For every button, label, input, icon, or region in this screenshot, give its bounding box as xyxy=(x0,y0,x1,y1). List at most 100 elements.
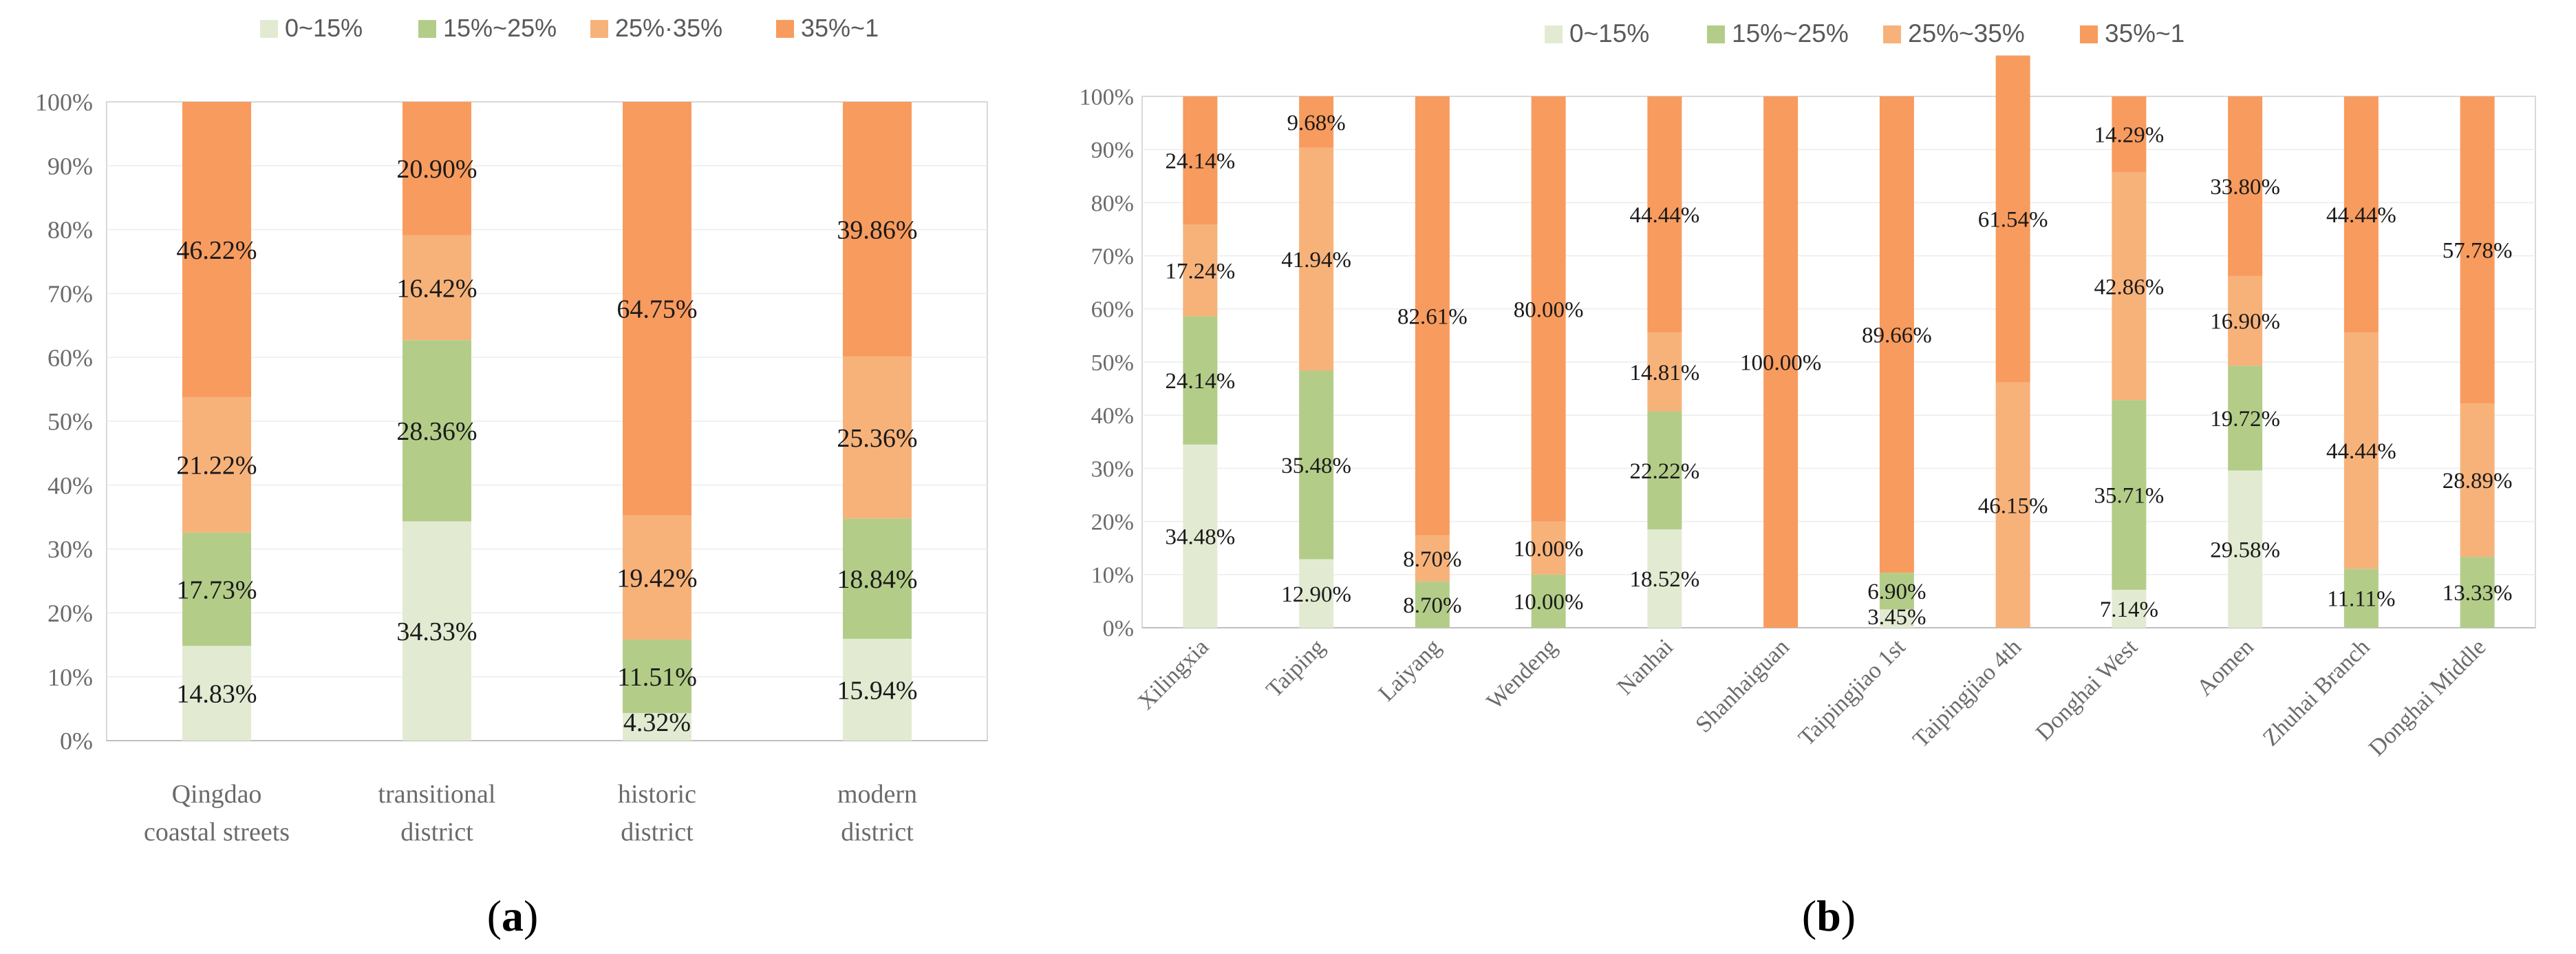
data-label: 18.52% xyxy=(1630,567,1700,592)
legend-swatch xyxy=(2080,25,2098,43)
bar-segment xyxy=(2460,96,2495,404)
data-label: 12.90% xyxy=(1281,582,1351,607)
x-tick-label: Donghai West xyxy=(2031,634,2143,745)
bar-segment xyxy=(2112,172,2147,401)
y-tick-label: 50% xyxy=(1091,350,1134,376)
data-label: 46.15% xyxy=(1978,494,2048,518)
bar-segment xyxy=(402,235,471,341)
x-tick-label: Shanhaiguan xyxy=(1690,634,1794,737)
bar-segment xyxy=(1299,96,1334,148)
x-tick-label: Wendeng xyxy=(1482,634,1562,714)
data-label: 33.80% xyxy=(2210,175,2280,200)
data-label: 9.68% xyxy=(1287,111,1346,136)
y-tick-label: 60% xyxy=(1091,297,1134,323)
data-label: 39.86% xyxy=(837,215,917,244)
bar-segment xyxy=(623,639,691,713)
data-label: 24.14% xyxy=(1166,149,1236,174)
bar-segment xyxy=(182,396,251,533)
data-label: 34.48% xyxy=(1166,524,1236,549)
panel-caption: (b) xyxy=(1802,891,1856,940)
bar-segment xyxy=(2343,332,2379,569)
x-tick-label: Xilingxia xyxy=(1133,634,1214,714)
legend-label: 0~15% xyxy=(285,14,363,42)
data-label: 8.70% xyxy=(1403,593,1461,618)
bar-segment xyxy=(2460,403,2495,558)
data-label: 89.66% xyxy=(1862,324,1932,348)
bar-segment xyxy=(843,102,912,357)
data-label: 14.29% xyxy=(2094,123,2165,148)
x-tick-label: modern xyxy=(837,780,917,809)
y-tick-label: 60% xyxy=(47,344,93,372)
legend-label: 15%~25% xyxy=(443,14,557,42)
y-tick-label: 90% xyxy=(1091,138,1134,163)
data-label: 44.44% xyxy=(2326,439,2396,464)
data-label: 20.90% xyxy=(396,155,477,184)
bar-segment xyxy=(2228,275,2263,366)
panel-a-chart: 0% 10% 20% 30% 40% 50% 60% 70% 80% 90% 100% 14.83% 1… xyxy=(35,14,988,940)
legend-label: 25%~35% xyxy=(1908,19,2025,47)
x-tick-label: Donghai Middle xyxy=(2364,634,2491,761)
bar-segment xyxy=(623,515,691,640)
legend-swatch xyxy=(1883,25,1901,43)
x-tick-label: coastal streets xyxy=(144,818,290,847)
bar-segment xyxy=(1995,382,2030,628)
data-label: 6.90% xyxy=(1867,580,1926,604)
bar-segment xyxy=(1879,96,1914,573)
data-label: 100.00% xyxy=(1740,351,1821,376)
x-tick-label: district xyxy=(400,818,473,847)
x-tick-label: historic xyxy=(618,780,696,809)
y-tick-label: 90% xyxy=(47,152,93,180)
legend-label: 15%~25% xyxy=(1732,19,1849,47)
data-label: 82.61% xyxy=(1397,304,1468,329)
data-label: 28.89% xyxy=(2443,469,2513,494)
bar-segment xyxy=(1647,96,1682,333)
x-tick-label: Qingdao xyxy=(172,780,262,809)
bar-segment xyxy=(402,101,471,235)
data-label: 16.90% xyxy=(2210,310,2280,335)
data-label: 11.11% xyxy=(2327,587,2395,612)
y-tick-label: 0% xyxy=(1103,616,1134,642)
y-tick-label: 50% xyxy=(47,408,93,436)
bar-segment xyxy=(1995,55,2030,383)
data-label: 14.83% xyxy=(176,679,257,708)
bar-segment xyxy=(1183,96,1218,225)
bar-segment xyxy=(843,356,912,519)
data-label: 8.70% xyxy=(1403,547,1461,572)
x-tick-label: district xyxy=(841,818,914,847)
bar-segment xyxy=(2228,96,2263,276)
bar-segment xyxy=(182,646,251,741)
data-label: 25.36% xyxy=(837,424,917,453)
y-tick-label: 40% xyxy=(47,471,93,499)
bar-segment xyxy=(2343,569,2379,628)
legend-label: 35%~1 xyxy=(801,14,879,42)
data-label: 7.14% xyxy=(2100,597,2158,622)
y-tick-label: 80% xyxy=(47,216,93,244)
bar-segment xyxy=(1531,574,1566,628)
bar-segment xyxy=(2460,557,2495,628)
panel-b-chart: 0% 10% 20% 30% 40% 50% 60% 70% 80% 90% 100% 34.48% 2… xyxy=(1080,19,2536,940)
data-label: 16.42% xyxy=(396,274,477,303)
data-label: 29.58% xyxy=(2210,538,2280,562)
y-tick-label: 0% xyxy=(60,728,93,755)
data-label: 18.84% xyxy=(837,565,917,594)
legend-swatch xyxy=(418,20,436,38)
x-tick-label: Aomen xyxy=(2192,634,2259,701)
y-tick-label: 70% xyxy=(47,280,93,308)
y-tick-label: 10% xyxy=(47,664,93,691)
y-tick-label: 100% xyxy=(35,89,93,116)
data-label: 57.78% xyxy=(2443,239,2513,264)
legend-swatch xyxy=(1707,25,1725,43)
y-tick-label: 20% xyxy=(47,600,93,627)
bar-segment xyxy=(623,712,691,741)
data-label: 14.81% xyxy=(1630,361,1700,385)
bar-segment xyxy=(2343,96,2379,333)
data-label: 46.22% xyxy=(176,236,257,265)
data-label: 42.86% xyxy=(2094,275,2165,299)
bar-segment xyxy=(1647,332,1682,412)
x-tick-label: transitional xyxy=(378,780,496,809)
bar-segment xyxy=(1183,224,1218,317)
bar-segment xyxy=(1299,147,1334,371)
bar-segment xyxy=(1183,316,1218,445)
bar-segment xyxy=(2112,96,2147,173)
x-tick-label: Nanhai xyxy=(1612,634,1678,700)
